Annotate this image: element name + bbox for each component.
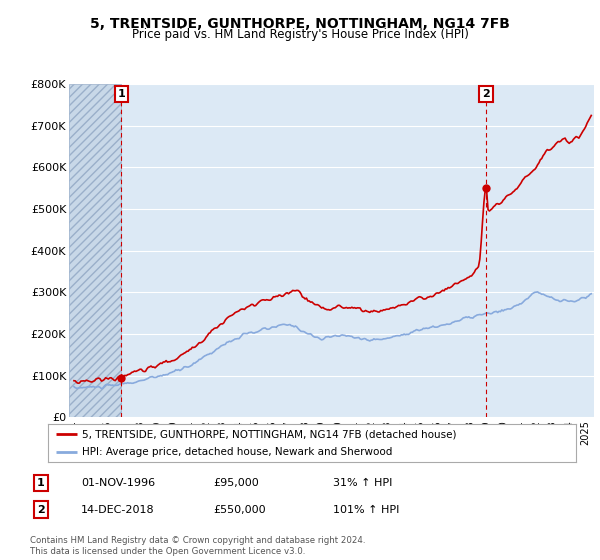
Text: 14-DEC-2018: 14-DEC-2018 — [81, 505, 155, 515]
Text: 01-NOV-1996: 01-NOV-1996 — [81, 478, 155, 488]
Text: Price paid vs. HM Land Registry's House Price Index (HPI): Price paid vs. HM Land Registry's House … — [131, 28, 469, 41]
Text: Contains HM Land Registry data © Crown copyright and database right 2024.
This d: Contains HM Land Registry data © Crown c… — [30, 536, 365, 556]
Text: 1: 1 — [37, 478, 44, 488]
Bar — [69, 84, 121, 417]
Text: 101% ↑ HPI: 101% ↑ HPI — [333, 505, 400, 515]
Text: 2: 2 — [37, 505, 44, 515]
Text: 2: 2 — [482, 89, 490, 99]
Text: HPI: Average price, detached house, Newark and Sherwood: HPI: Average price, detached house, Newa… — [82, 447, 392, 457]
Text: 31% ↑ HPI: 31% ↑ HPI — [333, 478, 392, 488]
Text: £550,000: £550,000 — [213, 505, 266, 515]
Text: 5, TRENTSIDE, GUNTHORPE, NOTTINGHAM, NG14 7FB (detached house): 5, TRENTSIDE, GUNTHORPE, NOTTINGHAM, NG1… — [82, 429, 457, 439]
Text: £95,000: £95,000 — [213, 478, 259, 488]
Text: 5, TRENTSIDE, GUNTHORPE, NOTTINGHAM, NG14 7FB: 5, TRENTSIDE, GUNTHORPE, NOTTINGHAM, NG1… — [90, 17, 510, 31]
Text: 1: 1 — [118, 89, 125, 99]
